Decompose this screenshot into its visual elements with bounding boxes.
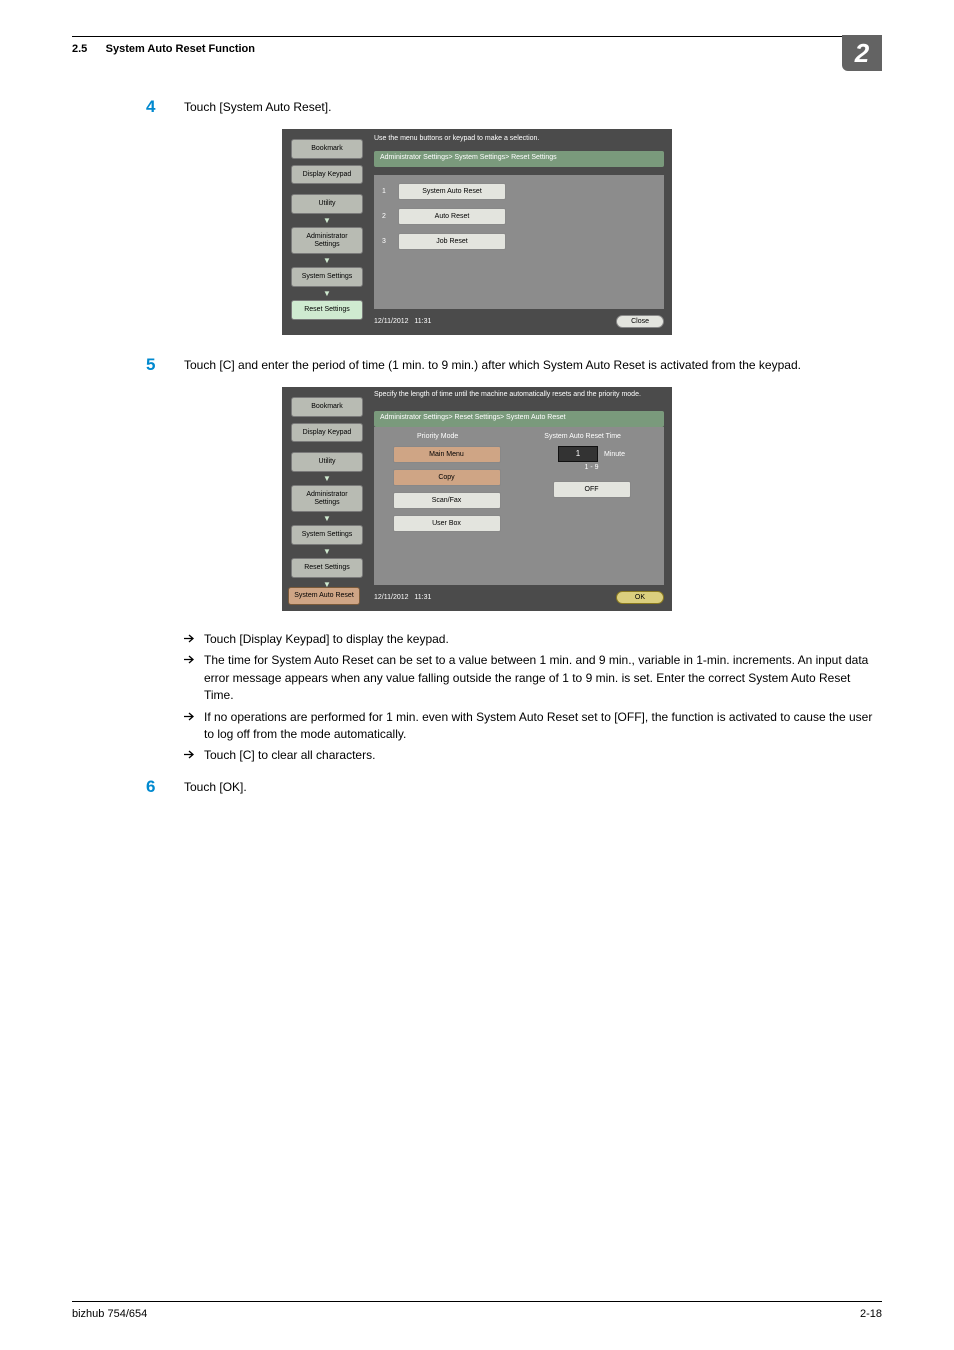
note-text: If no operations are performed for 1 min… xyxy=(204,709,874,744)
step-text: Touch [System Auto Reset]. xyxy=(184,97,331,116)
time-value-field[interactable]: 1 xyxy=(558,446,598,462)
crumb-utility[interactable]: Utility xyxy=(291,194,363,214)
panel-instruction: Use the menu buttons or keypad to make a… xyxy=(374,135,539,142)
crumb-utility[interactable]: Utility xyxy=(291,452,363,472)
off-button[interactable]: OFF xyxy=(553,481,631,498)
arrow-right-icon xyxy=(184,652,196,704)
chevron-down-icon: ▼ xyxy=(323,289,331,298)
content-area: Priority Mode System Auto Reset Time Mai… xyxy=(374,427,664,585)
panel-instruction: Specify the length of time until the mac… xyxy=(374,391,641,399)
range-label: 1 - 9 xyxy=(584,464,598,471)
main-menu-mode[interactable]: Main Menu xyxy=(393,446,501,463)
unit-label: Minute xyxy=(604,451,625,458)
section-title: System Auto Reset Function xyxy=(106,43,255,55)
note-text: The time for System Auto Reset can be se… xyxy=(204,652,874,704)
crumb-system-settings[interactable]: System Settings xyxy=(291,267,363,287)
step-number: 6 xyxy=(146,777,184,797)
chevron-down-icon: ▼ xyxy=(323,256,331,265)
crumb-reset-settings[interactable]: Reset Settings xyxy=(291,300,363,320)
status-datetime: 12/11/2012 11:31 xyxy=(374,318,431,325)
job-reset-option[interactable]: Job Reset xyxy=(398,233,506,250)
section-header: 2.5 System Auto Reset Function xyxy=(72,43,255,55)
footer-page: 2-18 xyxy=(860,1308,882,1320)
step-text: Touch [OK]. xyxy=(184,777,247,796)
section-number: 2.5 xyxy=(72,43,87,55)
sidebar: Bookmark Display Keypad Utility ▼ Admini… xyxy=(288,139,366,326)
chevron-down-icon: ▼ xyxy=(323,474,331,483)
user-box-mode[interactable]: User Box xyxy=(393,515,501,532)
footer-model: bizhub 754/654 xyxy=(72,1308,147,1320)
breadcrumb: Administrator Settings> Reset Settings> … xyxy=(374,411,664,427)
display-keypad-button[interactable]: Display Keypad xyxy=(291,423,363,443)
display-keypad-button[interactable]: Display Keypad xyxy=(291,165,363,185)
note-text: Touch [C] to clear all characters. xyxy=(204,747,375,764)
step-text: Touch [C] and enter the period of time (… xyxy=(184,355,801,374)
option-number: 3 xyxy=(382,238,398,245)
scan-fax-mode[interactable]: Scan/Fax xyxy=(393,492,501,509)
breadcrumb: Administrator Settings> System Settings>… xyxy=(374,151,664,167)
system-auto-reset-option[interactable]: System Auto Reset xyxy=(398,183,506,200)
arrow-right-icon xyxy=(184,631,196,648)
auto-reset-option[interactable]: Auto Reset xyxy=(398,208,506,225)
screenshot-reset-settings: Bookmark Display Keypad Utility ▼ Admini… xyxy=(282,129,672,335)
crumb-system-settings[interactable]: System Settings xyxy=(291,525,363,545)
chapter-badge: 2 xyxy=(842,35,882,71)
copy-mode[interactable]: Copy xyxy=(393,469,501,486)
close-button[interactable]: Close xyxy=(616,315,664,328)
arrow-right-icon xyxy=(184,709,196,744)
crumb-admin-settings[interactable]: Administrator Settings xyxy=(291,227,363,254)
step-number: 4 xyxy=(146,97,184,117)
option-number: 2 xyxy=(382,213,398,220)
ok-button[interactable]: OK xyxy=(616,591,664,604)
step-number: 5 xyxy=(146,355,184,375)
bookmark-button[interactable]: Bookmark xyxy=(291,139,363,159)
arrow-right-icon xyxy=(184,747,196,764)
reset-time-label: System Auto Reset Time xyxy=(544,433,621,440)
note-text: Touch [Display Keypad] to display the ke… xyxy=(204,631,449,648)
options-area: 1 System Auto Reset 2 Auto Reset 3 Job R… xyxy=(374,175,664,309)
chevron-down-icon: ▼ xyxy=(323,216,331,225)
crumb-system-auto-reset[interactable]: System Auto Reset xyxy=(288,587,360,605)
screenshot-system-auto-reset: Bookmark Display Keypad Utility ▼ Admini… xyxy=(282,387,672,611)
crumb-reset-settings[interactable]: Reset Settings xyxy=(291,558,363,578)
bookmark-button[interactable]: Bookmark xyxy=(291,397,363,417)
chevron-down-icon: ▼ xyxy=(323,514,331,523)
chevron-down-icon: ▼ xyxy=(323,547,331,556)
option-number: 1 xyxy=(382,188,398,195)
priority-mode-label: Priority Mode xyxy=(417,433,458,440)
crumb-admin-settings[interactable]: Administrator Settings xyxy=(291,485,363,512)
sidebar: Bookmark Display Keypad Utility ▼ Admini… xyxy=(288,397,366,591)
status-datetime: 12/11/2012 11:31 xyxy=(374,594,431,601)
